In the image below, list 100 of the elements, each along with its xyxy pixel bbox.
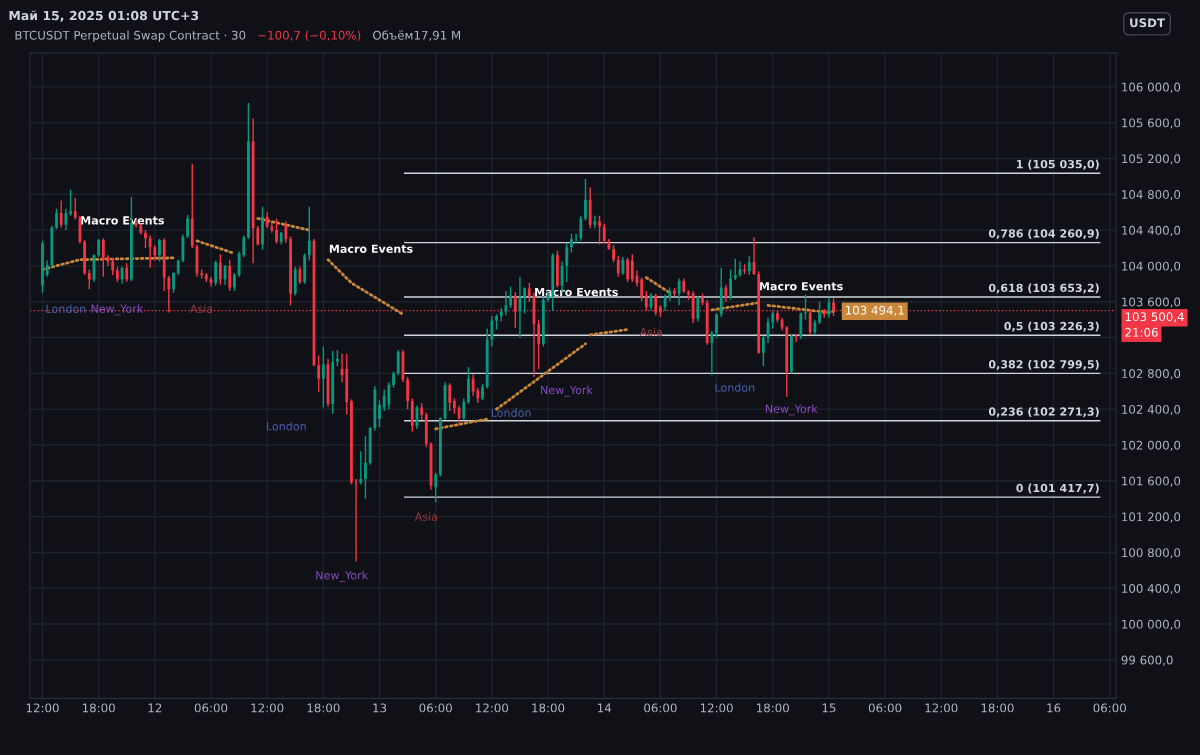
candlestick: [630, 253, 634, 283]
candlestick: [509, 285, 512, 309]
chart-subtitle: BTCUSDT Perpetual Swap Contract · 30: [15, 30, 246, 42]
candlestick: [794, 333, 798, 343]
candlestick: [69, 189, 72, 217]
candlestick: [677, 277, 681, 307]
candlestick: [462, 397, 466, 421]
x-tick-label: 18:00: [82, 703, 115, 713]
candlestick: [335, 349, 339, 367]
candlestick: [270, 222, 274, 234]
candlestick: [808, 308, 812, 336]
candlestick: [495, 313, 498, 331]
x-tick-label: 14: [597, 703, 612, 713]
x-tick-label: 06:00: [644, 703, 677, 713]
annotation: New_York: [765, 404, 818, 416]
candlestick: [55, 207, 58, 230]
candlestick: [434, 472, 438, 503]
chart-title: Май 15, 2025 01:08 UTC+3: [9, 10, 199, 22]
candlestick: [584, 178, 587, 221]
ref-line-label: 0,382 (102 799,5): [988, 359, 1099, 370]
candlestick: [673, 287, 676, 298]
y-axis-title: USDT: [1130, 18, 1165, 28]
text: Объём17,91 M: [373, 30, 461, 41]
candlestick: [565, 241, 569, 283]
ref-line-label: 0,5 (103 226,3): [1004, 321, 1099, 332]
x-tick-label: 16: [1047, 703, 1061, 713]
candlestick: [747, 255, 751, 276]
candlestick: [593, 215, 597, 230]
candlestick: [612, 244, 615, 264]
candlestick: [710, 330, 714, 376]
y-tick-label: 104 000,0: [1122, 261, 1181, 272]
candlestick: [729, 268, 732, 301]
x-tick-label: 18:00: [307, 703, 340, 713]
candlestick: [448, 382, 452, 412]
candlestick: [284, 220, 288, 244]
candlestick: [598, 215, 601, 246]
candlestick: [247, 102, 250, 240]
x-tick-label: 12:00: [476, 703, 509, 713]
candlestick: [289, 235, 292, 307]
candlestick: [307, 206, 311, 262]
x-tick-label: 18:00: [981, 703, 1014, 713]
candlestick: [218, 253, 222, 286]
annotation: Asia: [190, 304, 213, 313]
candlestick: [715, 312, 718, 339]
y-tick-label: 101 600,0: [1122, 476, 1181, 487]
x-tick-label: 13: [373, 703, 387, 713]
candlestick: [392, 370, 395, 389]
y-tick-label: 106 000,0: [1122, 82, 1181, 93]
candlestick: [602, 223, 606, 245]
candlestick: [537, 318, 541, 370]
candlestick: [555, 250, 559, 289]
candlestick: [790, 333, 793, 375]
candlestick: [453, 397, 456, 415]
x-tick-label: 12:00: [925, 703, 958, 713]
candlestick: [115, 266, 119, 283]
x-tick-label: 06:00: [868, 703, 902, 713]
x-tick-label: 18:00: [757, 703, 789, 713]
annotation: London: [46, 304, 86, 313]
x-tick-label: 12:00: [251, 703, 284, 713]
candlestick: [701, 292, 704, 307]
y-tick-label: 102 400,0: [1122, 404, 1181, 416]
y-tick-label: 101 200,0: [1122, 512, 1181, 523]
candlestick: [382, 388, 386, 412]
candlestick: [616, 255, 620, 278]
candlestick: [733, 258, 737, 281]
data-label: 103 494,1: [845, 305, 904, 316]
y-tick-label: 100 400,0: [1122, 583, 1181, 595]
text: 21:06: [1125, 327, 1158, 337]
candlestick: [467, 366, 470, 405]
candlestick: [350, 398, 353, 486]
candlestick: [359, 450, 363, 486]
candlestick: [523, 286, 527, 315]
y-tick-label: 104 400,0: [1122, 225, 1181, 236]
candlestick: [303, 252, 307, 285]
candlestick: [799, 311, 803, 341]
y-tick-label: 100 800,0: [1122, 548, 1181, 559]
candlestick: [481, 383, 484, 401]
annotation: New_York: [91, 304, 144, 316]
ref-line-label: 0,786 (104 260,9): [988, 229, 1099, 240]
ref-line-label: 103 500,4: [1125, 312, 1184, 323]
annotation: Asia: [414, 512, 438, 521]
candlestick: [101, 237, 105, 278]
annotation: Macro Events: [759, 282, 843, 291]
y-tick-label: 99 600,0: [1121, 655, 1173, 666]
annotation: New_York: [316, 570, 369, 582]
x-tick-label: 18:00: [532, 703, 565, 713]
candlestick: [364, 435, 367, 500]
annotation: London: [267, 421, 306, 431]
ref-line-label: 0 (101 417,7): [1016, 483, 1099, 494]
candlestick: [579, 215, 583, 242]
candlestick: [41, 240, 44, 294]
candlestick: [570, 233, 573, 254]
annotation: Macro Events: [329, 244, 413, 253]
candlestick: [214, 259, 218, 287]
ref-line-label: 1 (105 035,0): [1017, 159, 1099, 170]
candlestick: [144, 229, 147, 249]
candlestick: [59, 199, 63, 229]
candlestick: [228, 258, 232, 292]
x-tick-label: 12: [148, 703, 162, 713]
candlestick: [83, 239, 87, 276]
